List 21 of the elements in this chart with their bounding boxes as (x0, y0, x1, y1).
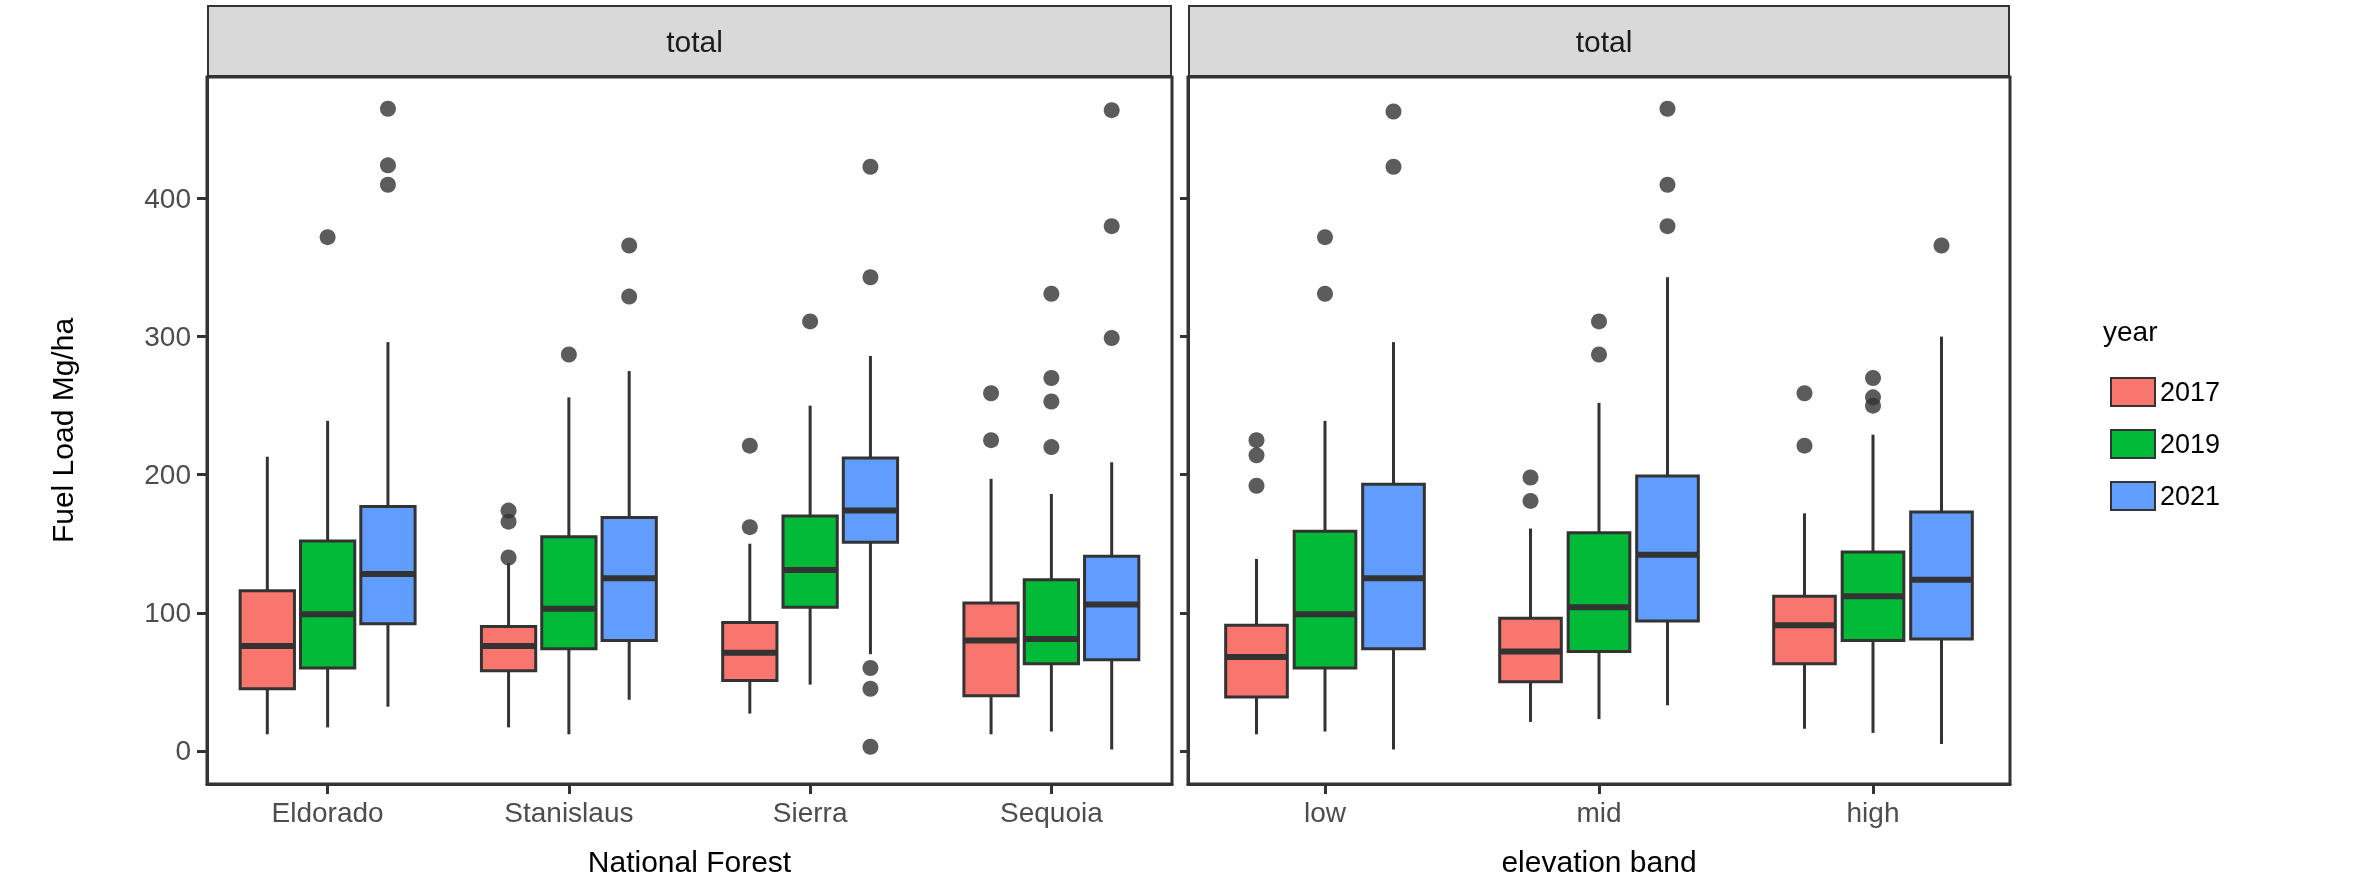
x-tick-label: low (1303, 796, 1347, 828)
x-axis-title: National Forest (587, 844, 792, 878)
legend-label: 2019 (2160, 429, 2221, 459)
x-tick-label: Eldorado (271, 796, 384, 828)
y-tick-label: 400 (144, 183, 191, 215)
y-tick-label: 300 (144, 321, 191, 353)
y-tick-label: 0 (175, 735, 191, 767)
chart-title: total (666, 24, 723, 58)
x-tick-label: Stanislaus (504, 796, 634, 828)
legend-label: 2017 (2160, 377, 2221, 407)
x-tick-label: Sierra (772, 796, 848, 828)
chart-title: total (1575, 24, 1633, 58)
x-axis-title: elevation band (1501, 844, 1697, 878)
x-tick-label: Sequoia (999, 796, 1104, 828)
y-tick-label: 100 (144, 597, 191, 629)
legend-title: year (2103, 315, 2158, 347)
x-tick-label: mid (1576, 796, 1622, 828)
y-tick-label: 200 (144, 459, 191, 491)
legend-label: 2021 (2160, 481, 2221, 511)
y-axis-title: Fuel Load Mg/ha (45, 317, 79, 544)
x-tick-label: high (1846, 796, 1900, 828)
